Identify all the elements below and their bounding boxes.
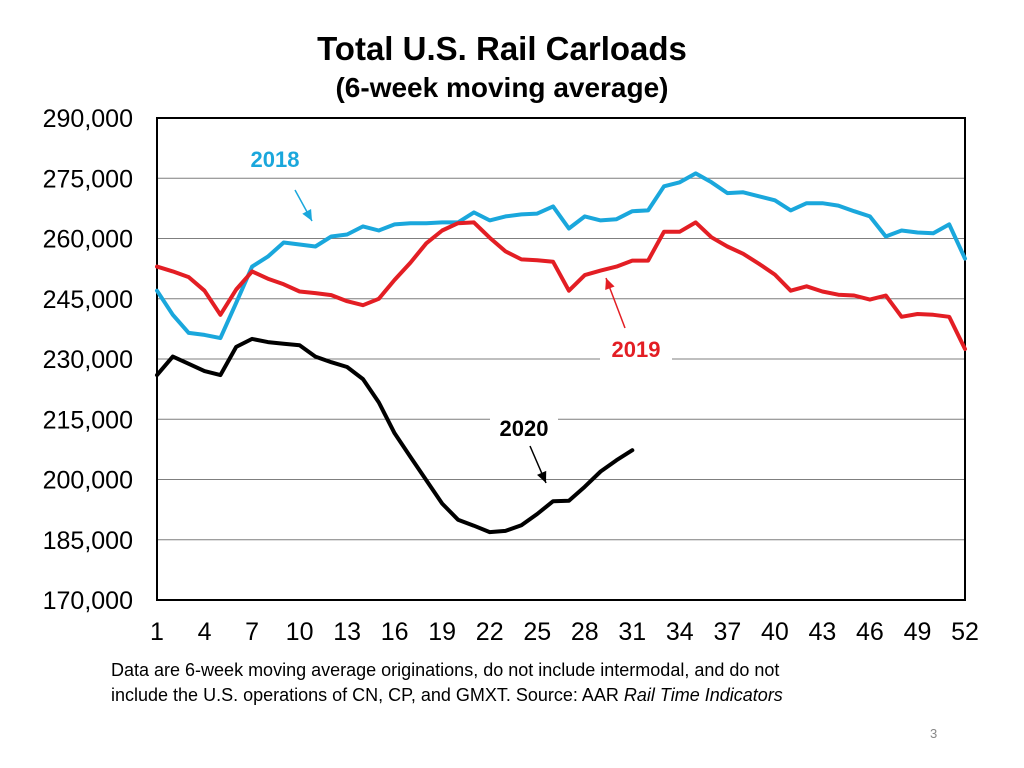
x-tick-label: 28 — [571, 618, 599, 646]
x-tick-label: 37 — [713, 618, 741, 646]
series-line-2019 — [155, 220, 967, 351]
annotation-bg-2020 — [490, 413, 558, 443]
chart-title: Total U.S. Rail Carloads — [317, 30, 687, 67]
page-number: 3 — [930, 726, 938, 741]
footnote-line-1: Data are 6-week moving average originati… — [111, 660, 780, 680]
plot-area-border — [156, 117, 966, 601]
y-tick-label: 185,000 — [43, 527, 133, 555]
y-tick-label: 200,000 — [43, 467, 133, 495]
y-tick-label: 230,000 — [43, 346, 133, 374]
y-tick-label: 245,000 — [43, 286, 133, 314]
y-tick-label: 290,000 — [43, 105, 133, 133]
line-chart: 170,000 185,000 200,000 215,000 230,000 245,0… — [43, 105, 979, 646]
x-tick-label: 34 — [666, 618, 694, 646]
y-tick-label: 275,000 — [43, 165, 133, 193]
annotation-label-2020: 2020 — [500, 416, 549, 441]
annotation-arrowhead-2019 — [605, 278, 615, 291]
series-line-2018 — [155, 171, 967, 341]
x-tick-label: 16 — [381, 618, 409, 646]
x-tick-label: 31 — [618, 618, 646, 646]
x-tick-label: 52 — [951, 618, 979, 646]
footnote-source-italic: Rail Time Indicators — [623, 685, 783, 705]
annotation-arrowhead-2020 — [537, 470, 547, 483]
x-tick-label: 49 — [904, 618, 932, 646]
x-tick-label: 40 — [761, 618, 789, 646]
x-tick-label: 4 — [198, 618, 212, 646]
y-tick-label: 215,000 — [43, 406, 133, 434]
x-tick-label: 43 — [809, 618, 837, 646]
annotation-label-2018: 2018 — [251, 147, 300, 172]
y-tick-label: 260,000 — [43, 226, 133, 254]
annotation-bg-2018 — [236, 145, 316, 173]
x-tick-label: 13 — [333, 618, 361, 646]
footnote-line-2: include the U.S. operations of CN, CP, a… — [111, 685, 783, 706]
x-tick-label: 46 — [856, 618, 884, 646]
footnote-text: include the U.S. operations of CN, CP, a… — [111, 685, 624, 705]
x-tick-label: 25 — [523, 618, 551, 646]
annotation-bg-2019 — [600, 334, 672, 364]
annotation-arrowhead-2018 — [302, 208, 312, 221]
chart-subtitle: (6-week moving average) — [335, 72, 669, 103]
x-tick-label: 10 — [286, 618, 314, 646]
x-tick-label: 7 — [245, 618, 259, 646]
annotation-label-2019: 2019 — [612, 337, 661, 362]
y-tick-label: 170,000 — [43, 587, 133, 615]
x-tick-label: 1 — [150, 618, 164, 646]
x-tick-label: 22 — [476, 618, 504, 646]
series-line-2020 — [155, 336, 635, 535]
x-tick-label: 19 — [428, 618, 456, 646]
